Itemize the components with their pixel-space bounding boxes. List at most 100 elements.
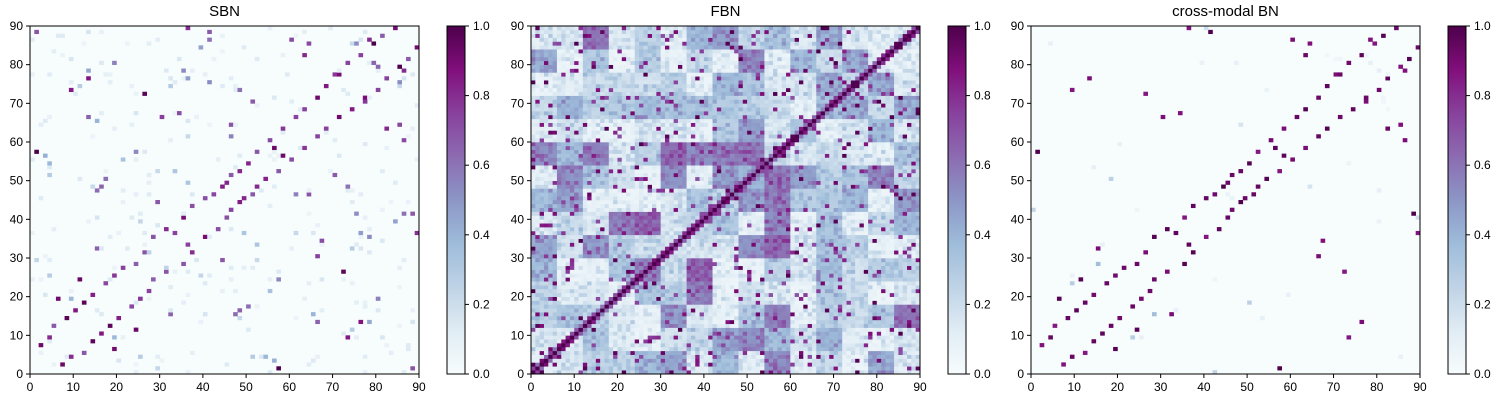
heatmap-cell <box>876 300 882 305</box>
heatmap-cell <box>742 304 748 309</box>
heatmap-cell <box>842 200 847 205</box>
heatmap-cell <box>194 258 199 263</box>
heatmap-cell <box>703 327 709 332</box>
heatmap-cell <box>621 308 627 313</box>
heatmap-cell <box>738 354 744 359</box>
heatmap-cell <box>643 258 648 263</box>
heatmap-cell <box>660 339 666 344</box>
heatmap-cell <box>699 188 705 193</box>
heatmap-cell <box>552 211 558 216</box>
heatmap-cell <box>686 184 692 189</box>
heatmap-cell <box>565 335 571 340</box>
heatmap-cell <box>729 343 735 348</box>
heatmap-cell <box>656 308 661 313</box>
heatmap-cell <box>729 366 735 371</box>
heatmap-cell <box>626 319 631 325</box>
heatmap-cell <box>816 238 821 243</box>
heatmap-cell <box>716 234 722 239</box>
heatmap-cell <box>868 277 873 282</box>
heatmap-cell <box>751 211 757 216</box>
heatmap-cell <box>768 250 774 255</box>
heatmap-cell <box>747 269 752 274</box>
heatmap-cell <box>824 211 830 216</box>
heatmap-cell <box>768 281 774 286</box>
heatmap-cell <box>561 343 566 348</box>
heatmap-cell <box>915 203 921 209</box>
heatmap-cell <box>677 242 683 247</box>
heatmap-cell <box>673 246 679 251</box>
heatmap-cell <box>850 346 856 352</box>
heatmap-cell <box>738 238 744 243</box>
heatmap-cell <box>716 285 722 290</box>
heatmap-cell <box>889 285 895 290</box>
heatmap-cell <box>833 219 839 224</box>
heatmap-cell <box>760 273 765 278</box>
heatmap-cell <box>578 207 584 212</box>
heatmap-cell <box>885 227 891 232</box>
heatmap-cell <box>850 273 856 278</box>
heatmap-cell <box>233 288 238 294</box>
heatmap-cell <box>677 227 683 232</box>
heatmap-cell <box>907 354 912 359</box>
heatmap-cell <box>868 354 873 359</box>
heatmap-cell <box>915 350 921 355</box>
heatmap-cell <box>911 312 916 317</box>
heatmap-cell <box>634 285 640 290</box>
heatmap-cell <box>837 219 843 224</box>
heatmap-cell <box>708 285 713 290</box>
heatmap-cell <box>768 288 774 294</box>
heatmap-cell <box>768 265 774 270</box>
heatmap-cell <box>634 180 640 185</box>
heatmap-cell <box>639 316 644 321</box>
heatmap-cell <box>600 343 605 348</box>
heatmap-cell <box>911 227 916 232</box>
heatmap-cell <box>708 370 713 375</box>
heatmap-cell <box>781 312 787 317</box>
heatmap-cell <box>539 358 545 363</box>
heatmap-cell <box>729 192 735 197</box>
heatmap-cell <box>535 370 540 375</box>
heatmap-cell <box>531 281 536 286</box>
heatmap-cell <box>842 300 847 305</box>
heatmap-cell <box>902 196 908 201</box>
heatmap-cell <box>868 203 873 209</box>
heatmap-cell <box>531 261 536 267</box>
heatmap-cell <box>617 335 623 340</box>
heatmap-cell <box>699 180 705 185</box>
heatmap-cell <box>652 362 657 367</box>
heatmap-cell <box>742 200 748 205</box>
heatmap-cell <box>898 246 904 251</box>
heatmap-cell <box>846 227 852 232</box>
heatmap-cell <box>837 227 843 232</box>
heatmap-cell <box>859 207 865 212</box>
heatmap-cell <box>587 207 592 212</box>
heatmap-cell <box>734 273 739 278</box>
heatmap-cell <box>561 176 566 181</box>
heatmap-cell <box>768 234 774 239</box>
heatmap-cell <box>863 277 869 282</box>
heatmap-cell <box>604 234 610 239</box>
heatmap-cell <box>280 53 286 58</box>
heatmap-cell <box>790 188 795 193</box>
heatmap-cell <box>591 308 597 313</box>
heatmap-cell <box>539 285 545 290</box>
heatmap-cell <box>68 288 74 294</box>
heatmap-cell <box>794 261 800 267</box>
heatmap-cell <box>716 327 722 332</box>
heatmap-cell <box>876 304 882 309</box>
heatmap-cell <box>595 354 601 359</box>
heatmap-cell <box>768 323 774 328</box>
heatmap-cell <box>889 180 895 185</box>
heatmap-cell <box>617 327 623 332</box>
heatmap-cell <box>600 362 605 367</box>
heatmap-cell <box>725 227 731 232</box>
heatmap-cell <box>907 296 912 301</box>
heatmap-cell <box>543 308 549 313</box>
heatmap-cell <box>902 192 908 197</box>
heatmap-cell <box>790 215 795 220</box>
heatmap-cell <box>539 176 545 181</box>
heatmap-cell <box>569 254 575 259</box>
heatmap-cell <box>712 219 718 224</box>
heatmap-cell <box>734 346 739 352</box>
